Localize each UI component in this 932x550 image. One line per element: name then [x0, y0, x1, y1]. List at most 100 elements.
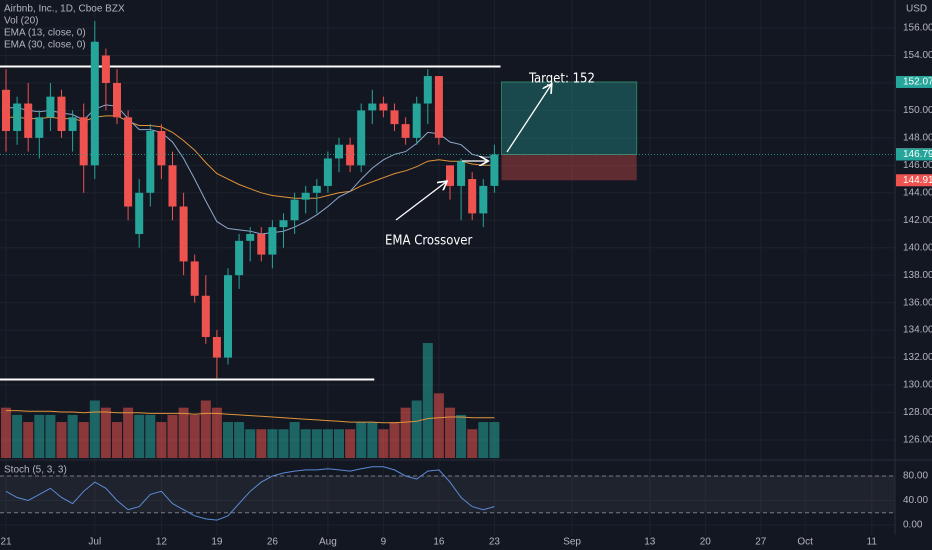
- volume-bar: [389, 422, 400, 458]
- volume-bar: [378, 429, 389, 458]
- y-tick-label: 140.00: [903, 242, 932, 253]
- volume-bar: [12, 414, 23, 458]
- stoch-line: [5, 466, 495, 521]
- candle-body: [235, 240, 244, 276]
- candle-body: [423, 76, 432, 104]
- y-tick-label: 134.00: [903, 325, 932, 336]
- candle-body: [357, 110, 366, 166]
- volume-bar: [322, 429, 333, 458]
- candle-body: [379, 103, 388, 111]
- volume-bar: [134, 414, 145, 458]
- volume-bar: [189, 414, 200, 458]
- y-tick-label: 146.00: [903, 160, 932, 171]
- candle-body: [57, 96, 66, 131]
- x-tick-label: 11: [867, 537, 878, 548]
- volume-bar: [34, 414, 45, 458]
- candle-body: [90, 41, 99, 166]
- candle-body: [101, 55, 110, 83]
- volume-bar: [45, 414, 56, 458]
- volume-bar: [311, 429, 322, 458]
- x-tick-label: 23: [489, 537, 501, 548]
- x-tick-label: 27: [755, 537, 767, 548]
- candle-body: [335, 144, 343, 159]
- target-arrow: [506, 85, 551, 153]
- volume-bar: [156, 422, 167, 458]
- price-label: 152.07: [903, 77, 932, 88]
- indicator-label: Vol (20): [4, 16, 38, 27]
- y-tick-label: 0.00: [903, 520, 923, 531]
- stop-zone: [501, 154, 637, 181]
- y-tick-label: 156.00: [903, 23, 932, 34]
- volume-bar: [411, 400, 422, 458]
- x-tick-label: 20: [700, 537, 712, 548]
- price-label-box: [896, 148, 932, 161]
- candle-body: [490, 154, 499, 186]
- candle-body: [35, 117, 44, 138]
- volume-bar: [167, 414, 178, 458]
- ema-13: [6, 104, 495, 235]
- candle-body: [46, 96, 55, 118]
- axis: 126.00128.00130.00132.00134.00136.00138.…: [0, 23, 932, 548]
- volume-bar: [467, 429, 478, 458]
- candle-body: [479, 185, 488, 214]
- candle-body: [457, 161, 466, 186]
- price-label-box: [896, 174, 932, 187]
- volume-bar: [300, 429, 311, 458]
- candle-body: [279, 220, 288, 228]
- indicator-label: EMA (30, close, 0): [4, 40, 86, 51]
- volume-bar: [145, 414, 156, 458]
- volume-bar: [78, 422, 89, 458]
- candle-body: [246, 233, 255, 241]
- plot: [0, 21, 895, 521]
- y-tick-label: 126.00: [903, 435, 932, 446]
- volume-bar: [211, 407, 222, 458]
- target-label: Target: 152: [528, 72, 595, 87]
- y-tick-label: 144.00: [903, 187, 932, 198]
- candle-body: [212, 336, 221, 358]
- candle-body: [2, 89, 10, 131]
- candle-body: [24, 103, 33, 138]
- volume-bar: [289, 422, 300, 458]
- candle-body: [124, 117, 133, 207]
- chart-title: Airbnb, Inc., 1D, Cboe BZX: [4, 4, 125, 15]
- candle-body: [190, 261, 199, 296]
- y-tick-label: 150.00: [903, 105, 932, 116]
- volume-bar: [245, 429, 256, 458]
- x-tick-label: Sep: [563, 537, 581, 548]
- volume-bar: [89, 400, 100, 458]
- y-tick-label: 132.00: [903, 352, 932, 363]
- volume-ma: [6, 410, 495, 424]
- x-tick-label: 12: [156, 537, 168, 548]
- volume-bar: [478, 422, 489, 458]
- candle-body: [323, 158, 332, 186]
- stoch-title: Stoch (5, 3, 3): [4, 465, 67, 476]
- volume-bar: [345, 429, 356, 458]
- volume-bar: [256, 429, 267, 458]
- candle-body: [68, 117, 77, 131]
- candle-body: [290, 199, 299, 221]
- volume-bar: [178, 407, 189, 458]
- y-tick-label: 80.00: [903, 471, 928, 482]
- candle-body: [312, 185, 321, 193]
- x-tick-label: 26: [267, 537, 279, 548]
- candle-body: [412, 103, 421, 138]
- x-tick-label: 19: [211, 537, 223, 548]
- volume-bar: [445, 407, 455, 458]
- volume-bar: [456, 414, 467, 458]
- candle-body: [168, 165, 177, 207]
- x-tick-label: 9: [381, 537, 387, 548]
- candle-body: [224, 275, 232, 358]
- y-tick-label: 40.00: [903, 495, 928, 506]
- y-tick-label: 130.00: [903, 380, 932, 391]
- y-tick-label: 128.00: [903, 407, 932, 418]
- volume-bar: [100, 407, 111, 458]
- candle-body: [346, 144, 355, 166]
- candle-body: [257, 233, 266, 255]
- volume-bar: [23, 422, 34, 458]
- candle-body: [401, 124, 410, 138]
- volume-bar: [123, 407, 134, 458]
- candle-body: [201, 295, 210, 337]
- volume-bar: [67, 414, 78, 458]
- candle-body: [434, 76, 443, 138]
- volume-bar: [433, 393, 444, 458]
